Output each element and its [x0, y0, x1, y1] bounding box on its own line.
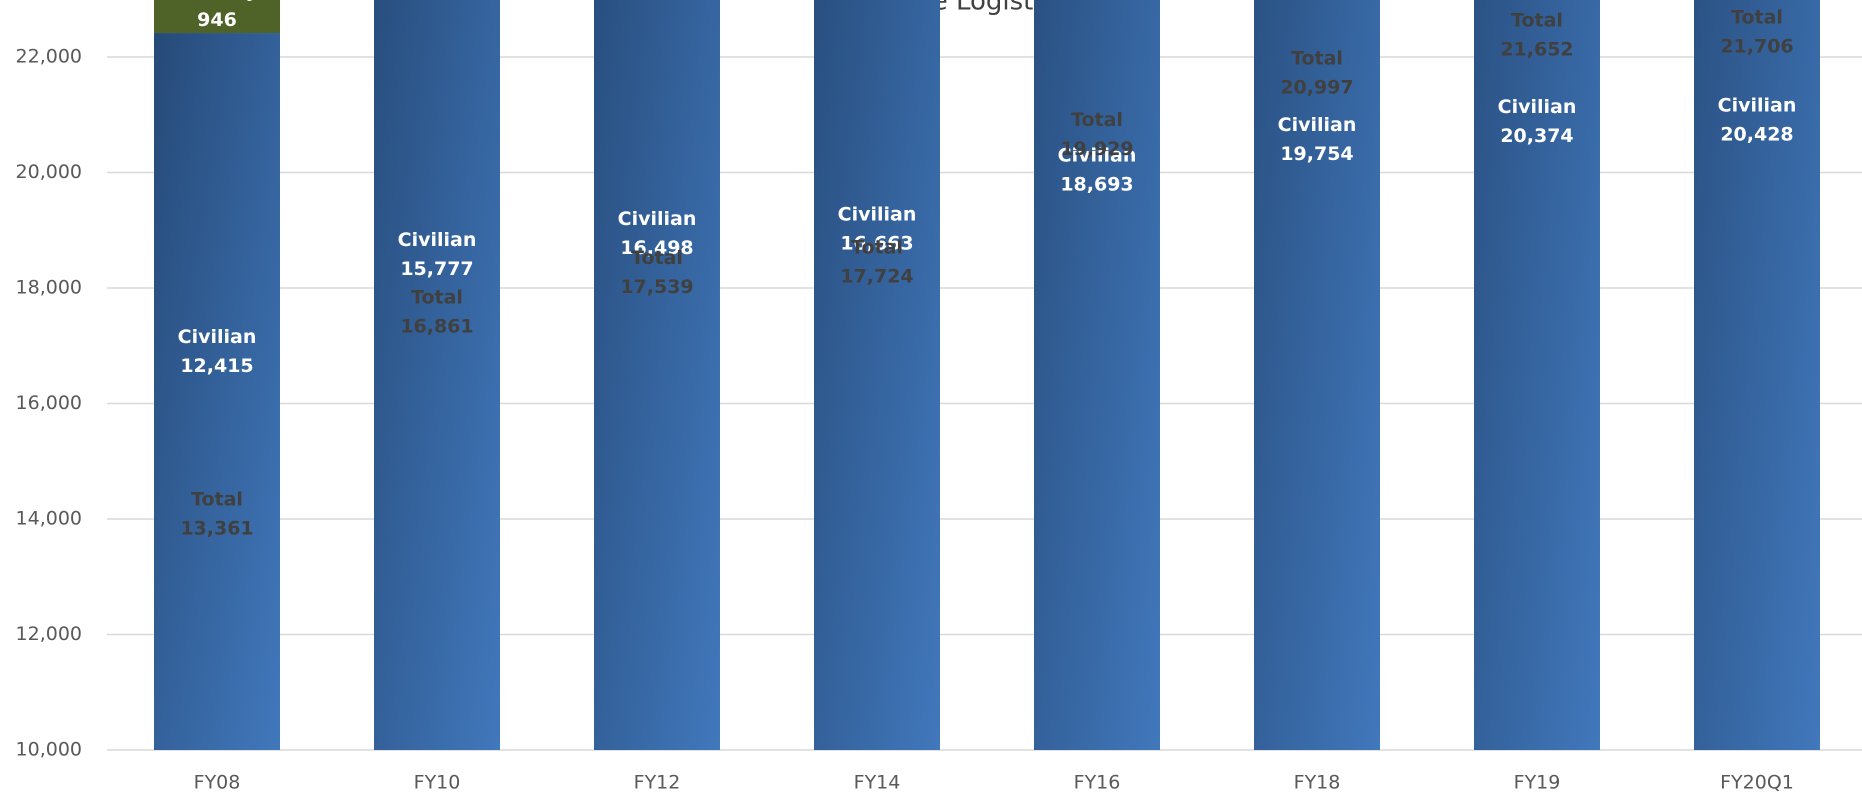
total-name: Total	[631, 247, 683, 269]
total-name: Total	[1731, 6, 1783, 28]
total-label: 17,724	[840, 265, 913, 287]
segment-name: Civilian	[398, 229, 477, 251]
segment-name: Civilian	[618, 208, 697, 230]
segment-name: Civilian	[1058, 145, 1137, 167]
bar-segment	[1694, 0, 1820, 751]
total-label: 13,361	[180, 517, 253, 539]
data-label: 12,415	[180, 355, 253, 377]
y-tick-label: 10,000	[16, 739, 82, 761]
segment-name: Civilian	[1718, 95, 1797, 117]
x-tick-label: FY08	[194, 772, 241, 792]
total-name: Total	[851, 236, 903, 258]
bar-segment	[154, 33, 280, 750]
bar-segment	[374, 0, 500, 751]
data-label: 19,754	[1280, 143, 1353, 165]
data-label: 20,428	[1720, 124, 1793, 146]
x-tick-label: FY12	[634, 772, 681, 792]
data-label: 18,693	[1060, 174, 1133, 196]
data-label: 946	[197, 9, 237, 31]
total-label: 21,652	[1500, 39, 1573, 61]
x-tick-label: FY20Q1	[1720, 772, 1794, 792]
segment-name: Civilian	[1278, 114, 1357, 136]
y-tick-label: 12,000	[16, 623, 82, 645]
x-tick-label: FY14	[854, 772, 901, 792]
x-tick-label: FY18	[1294, 772, 1341, 792]
total-label: 19,929	[1060, 138, 1133, 160]
x-tick-label: FY19	[1514, 772, 1561, 792]
total-name: Total	[1291, 47, 1343, 69]
y-tick-label: 22,000	[16, 46, 82, 68]
bar-segment	[1034, 0, 1160, 750]
y-tick-label: 14,000	[16, 508, 82, 530]
data-label: 16,663	[840, 232, 913, 254]
total-name: Total	[1511, 10, 1563, 32]
total-label: 21,706	[1720, 35, 1793, 57]
total-name: Total	[411, 286, 463, 308]
data-label: 15,777	[400, 258, 473, 280]
bar-segment	[594, 0, 720, 751]
total-label: 20,997	[1280, 76, 1353, 98]
segment-name: Civilian	[838, 203, 917, 225]
x-tick-label: FY10	[414, 772, 461, 792]
x-tick-label: FY16	[1074, 772, 1121, 792]
bar-segment	[1254, 0, 1380, 750]
y-tick-label: 16,000	[16, 392, 82, 414]
segment-name: Civilian	[178, 326, 257, 348]
bar-segment	[814, 0, 940, 751]
y-tick-label: 20,000	[16, 161, 82, 183]
total-name: Total	[1071, 109, 1123, 131]
segment-name: Civilian	[1498, 96, 1577, 118]
bar-segment	[154, 0, 280, 34]
total-label: 16,861	[400, 315, 473, 337]
y-tick-label: 18,000	[16, 277, 82, 299]
total-name: Total	[191, 488, 243, 510]
data-label: 16,498	[620, 237, 693, 259]
total-label: 17,539	[620, 276, 693, 298]
data-label: 20,374	[1500, 125, 1573, 147]
bar-segment	[1474, 0, 1600, 750]
segment-name: Military	[176, 0, 259, 2]
